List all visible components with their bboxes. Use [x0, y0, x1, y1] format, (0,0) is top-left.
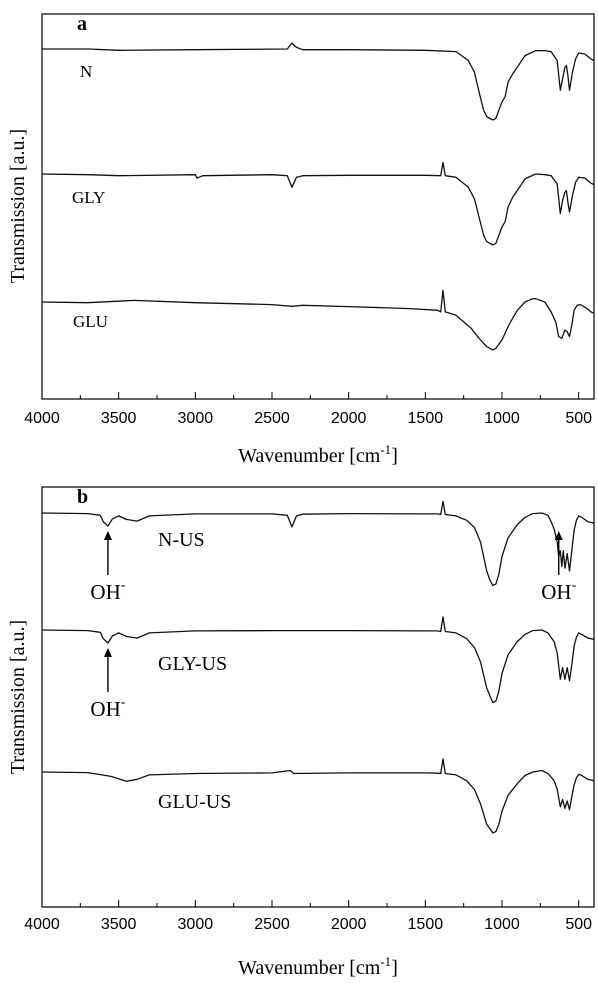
panel-a-x-ticks	[41, 392, 580, 399]
x-tick-label: 2000	[331, 410, 367, 427]
series-label-n-us: N-US	[158, 529, 205, 551]
series-label-gly-us: GLY-US	[158, 653, 227, 675]
series-label-glu-us: GLU-US	[158, 791, 231, 813]
series-line-n-us	[41, 500, 595, 587]
annotation-arrowhead	[103, 648, 112, 657]
annotation-label: OH-	[90, 695, 125, 721]
x-tick-label: 2500	[254, 916, 290, 933]
x-tick-label: 4000	[24, 410, 60, 427]
x-tick-label: 2500	[254, 410, 290, 427]
panel-b: b 4000 3500 3000 2500 2000 1500 1000 500 N-US GL…	[7, 486, 595, 979]
x-tick-label: 500	[565, 410, 592, 427]
x-tick-label: 2000	[331, 916, 367, 933]
annotation-label: OH-	[541, 578, 576, 604]
x-tick-label: 3000	[178, 916, 214, 933]
panel-a-label: a	[77, 13, 87, 35]
x-tick-label: 1000	[484, 916, 520, 933]
panel-a: a 4000 3500 3000 2500 2000 1500 1000 500 N GLY GL…	[7, 13, 595, 467]
panel-a-x-axis-title: Wavenumber [cm-1]	[238, 442, 398, 467]
oh-annotation: OH-	[541, 531, 577, 604]
panel-b-x-axis-title: Wavenumber [cm-1]	[238, 954, 398, 979]
x-tick-label: 1500	[408, 410, 444, 427]
x-tick-label: 3000	[178, 410, 214, 427]
panel-b-frame	[41, 486, 595, 908]
panel-b-label: b	[77, 486, 88, 508]
annotation-label: OH-	[90, 578, 125, 604]
x-tick-label: 3500	[101, 410, 137, 427]
annotation-arrowhead	[554, 531, 563, 540]
x-tick-label: 1500	[408, 916, 444, 933]
series-label-glu: GLU	[73, 312, 108, 331]
series-line-glu	[41, 289, 595, 351]
x-tick-label: 3500	[101, 916, 137, 933]
panel-b-x-ticks	[41, 900, 580, 907]
panel-a-frame	[41, 13, 595, 400]
panel-b-series-labels: N-US GLY-US GLU-US	[158, 529, 231, 813]
panel-a-series-labels: N GLY GLU	[72, 62, 108, 331]
series-line-gly	[41, 161, 595, 246]
series-label-gly: GLY	[72, 188, 105, 207]
x-tick-label: 500	[565, 916, 592, 933]
panel-b-y-axis-title: Transmission [a.u.]	[7, 620, 29, 774]
series-line-n	[42, 42, 595, 121]
oh-annotation: OH-	[90, 531, 126, 604]
panel-a-x-tick-labels: 4000 3500 3000 2500 2000 1500 1000 500	[24, 410, 592, 427]
panel-a-traces	[41, 42, 595, 351]
oh-annotation: OH-	[90, 648, 126, 721]
series-line-glu-us	[41, 758, 595, 834]
panel-b-x-tick-labels: 4000 3500 3000 2500 2000 1500 1000 500	[24, 916, 592, 933]
series-line-gly-us	[41, 616, 595, 704]
series-label-n: N	[80, 62, 92, 81]
panel-a-y-axis-title: Transmission [a.u.]	[7, 129, 29, 283]
annotation-arrowhead	[103, 531, 112, 540]
x-tick-label: 4000	[24, 916, 60, 933]
panel-b-traces	[41, 500, 595, 834]
x-tick-label: 1000	[484, 410, 520, 427]
panel-b-annotations: OH- OH- OH-	[90, 531, 577, 721]
